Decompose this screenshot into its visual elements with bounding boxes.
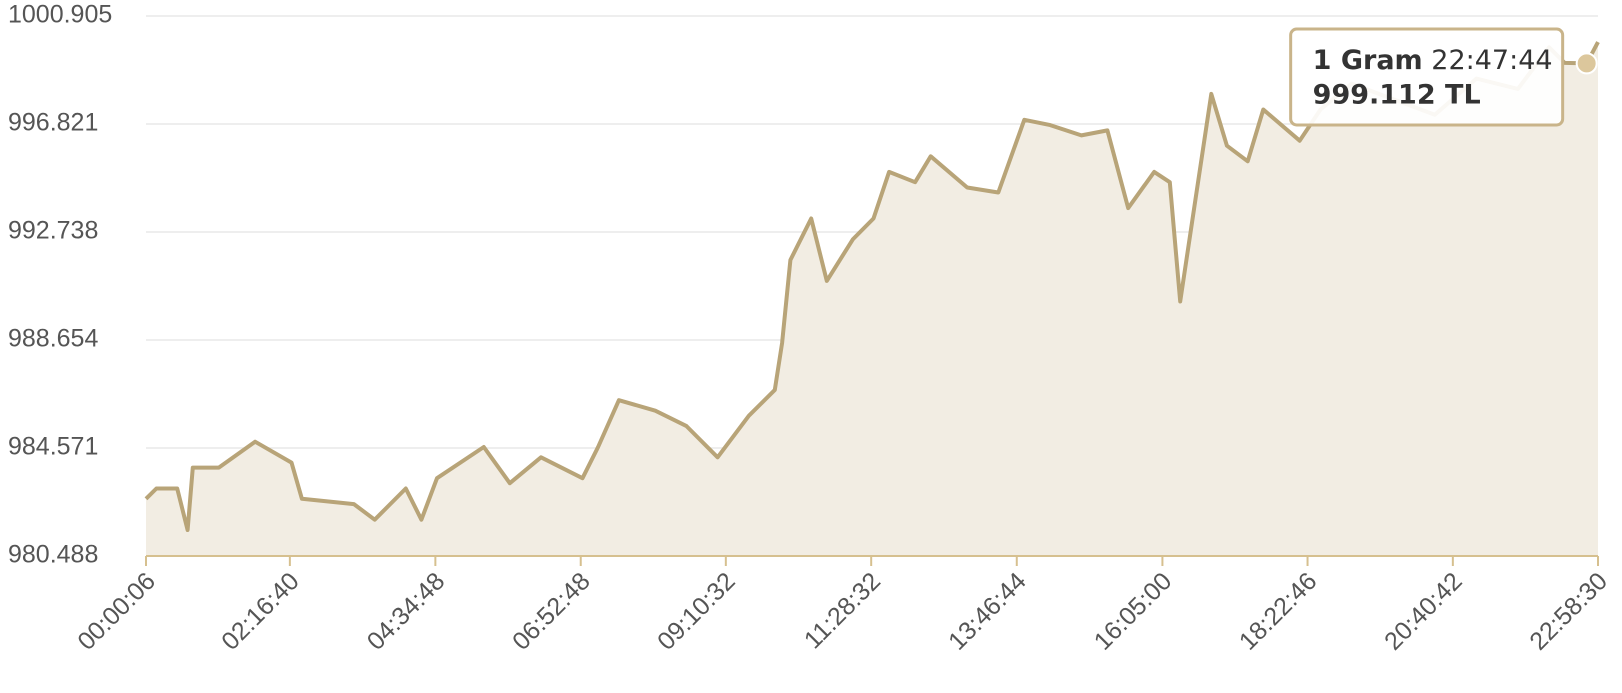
tooltip: 1 Gram 22:47:44 999.112 TL — [1289, 27, 1565, 127]
y-tick-label: 988.654 — [8, 325, 98, 353]
x-tick-label: 22:58:30 — [1524, 567, 1613, 656]
tooltip-value: 999.112 TL — [1313, 80, 1481, 111]
x-tick-label: 02:16:40 — [216, 567, 305, 656]
x-tick-label: 13:46:44 — [943, 567, 1032, 656]
area-fill — [146, 42, 1598, 557]
price-line — [144, 41, 1600, 532]
x-tick-label: 11:28:32 — [799, 567, 886, 654]
x-tick-label: 00:00:06 — [72, 567, 161, 656]
y-tick-label: 996.821 — [8, 109, 98, 137]
hover-point — [1575, 52, 1598, 75]
x-tick-label: 04:34:48 — [362, 567, 451, 656]
y-tick-label: 984.571 — [8, 433, 98, 461]
x-tick-label: 18:22:46 — [1234, 567, 1323, 656]
x-tick-label: 16:05:00 — [1089, 567, 1178, 656]
tooltip-header: 1 Gram 22:47:44 — [1313, 45, 1553, 76]
x-tick-label: 06:52:48 — [507, 567, 596, 656]
tooltip-series: 1 Gram — [1313, 45, 1423, 76]
y-tick-label: 992.738 — [8, 217, 98, 245]
tooltip-time: 22:47:44 — [1431, 45, 1552, 76]
y-tick-label: 1000.905 — [8, 1, 112, 29]
tooltip-box — [1289, 27, 1565, 127]
y-tick-label: 980.488 — [8, 541, 98, 569]
x-tick-label: 09:10:32 — [652, 567, 741, 656]
x-tick-label: 20:40:42 — [1379, 567, 1468, 656]
